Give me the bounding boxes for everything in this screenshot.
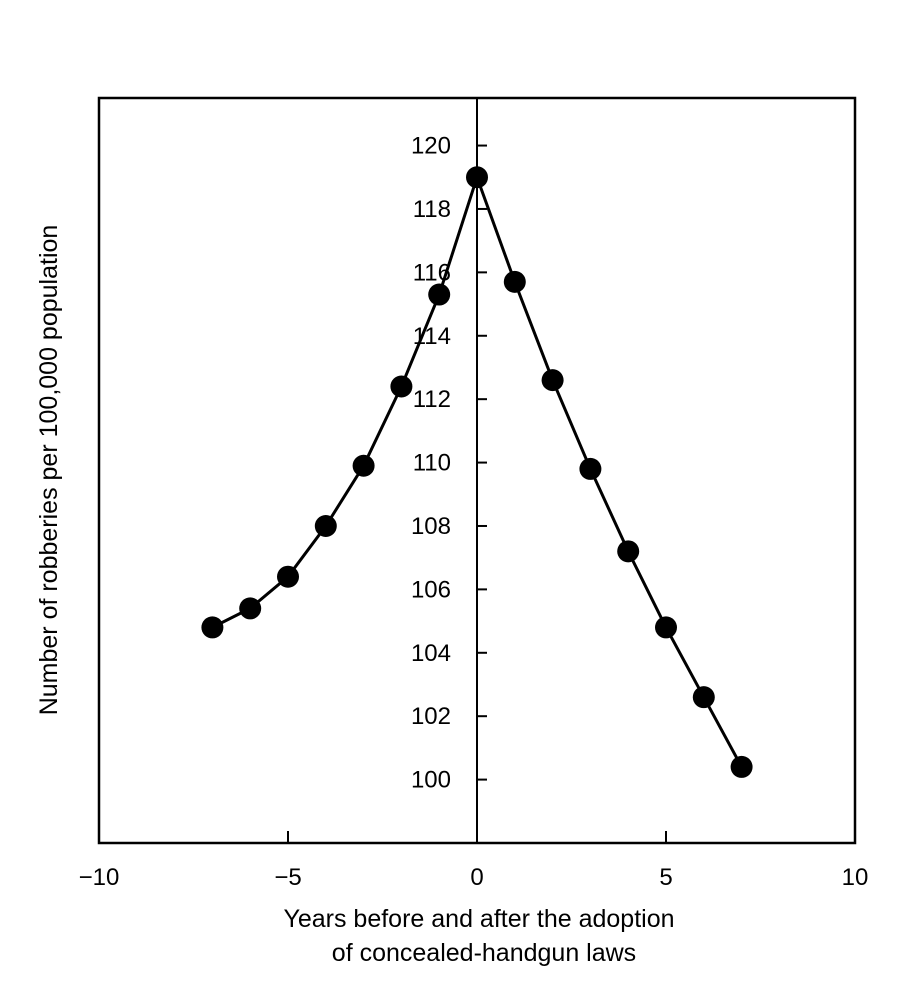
data-point — [655, 616, 677, 639]
data-point — [201, 616, 224, 639]
data-point — [541, 369, 564, 392]
y-axis-title: Number of robberies per 100,000 populati… — [35, 225, 63, 716]
data-point — [352, 454, 375, 477]
x-tick-label: −5 — [274, 864, 301, 891]
y-tick-label: 110 — [413, 450, 451, 477]
data-points — [201, 166, 753, 778]
y-tick-label: 118 — [413, 196, 451, 223]
y-tick-label: 100 — [411, 767, 451, 794]
x-tick-label: 0 — [470, 864, 483, 891]
data-point — [617, 540, 640, 563]
data-point — [503, 270, 526, 293]
x-tick-label: 5 — [659, 864, 672, 891]
x-axis-ticks: −10 −5 0 5 10 — [79, 831, 869, 891]
data-point — [277, 565, 299, 588]
x-tick-label: 10 — [842, 864, 869, 891]
y-tick-label: 108 — [411, 513, 451, 540]
y-tick-label: 112 — [413, 386, 451, 413]
x-axis-title-line-1: Years before and after the adoption — [283, 905, 674, 933]
data-point — [692, 686, 715, 709]
y-tick-label: 102 — [411, 703, 451, 730]
data-point — [239, 597, 262, 620]
data-point — [314, 514, 337, 537]
data-point — [428, 283, 451, 306]
x-axis-title-line-2: of concealed-handgun laws — [332, 939, 636, 967]
data-point — [390, 375, 413, 398]
y-tick-label: 106 — [411, 576, 451, 603]
data-point — [466, 166, 488, 189]
data-point — [579, 457, 602, 480]
y-tick-label: 104 — [411, 640, 451, 667]
x-tick-label: −10 — [79, 864, 120, 891]
y-tick-label: 120 — [411, 133, 451, 160]
data-point — [730, 755, 753, 778]
